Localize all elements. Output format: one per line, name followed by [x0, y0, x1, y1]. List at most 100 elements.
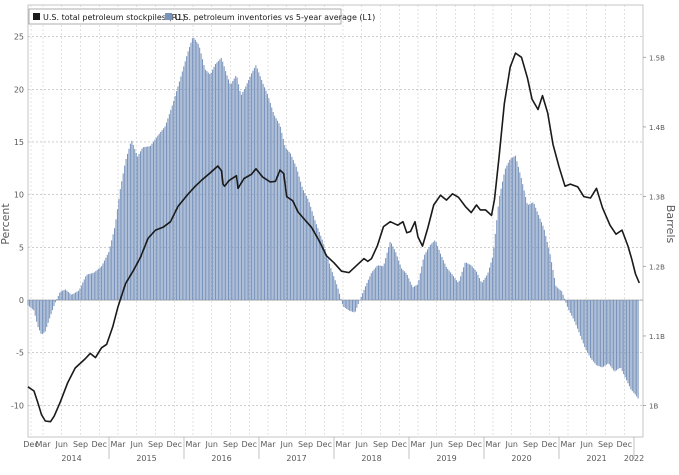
inventory-bar	[244, 89, 245, 300]
inventory-bar	[623, 300, 624, 374]
inventory-bar	[127, 154, 128, 300]
inventory-bar	[390, 242, 391, 300]
inventory-bar	[82, 283, 83, 301]
inventory-bar	[434, 240, 435, 300]
inventory-bar	[606, 300, 607, 365]
inventory-bar	[281, 133, 282, 300]
x-year-label: 2017	[286, 454, 306, 463]
inventory-bar	[201, 53, 202, 300]
y-tick-label: 25	[14, 33, 24, 42]
x-year-label: 2022	[624, 454, 644, 463]
inventory-bar	[540, 219, 541, 300]
inventory-bar	[361, 297, 362, 300]
inventory-bar	[490, 263, 491, 300]
inventory-bar	[313, 216, 314, 300]
inventory-bar	[570, 300, 571, 313]
inventory-bar	[92, 273, 93, 300]
x-month-label: Jun	[280, 440, 294, 449]
inventory-bar	[395, 252, 396, 300]
inventory-bar	[358, 300, 359, 304]
inventory-bar	[374, 269, 375, 300]
stockpiles-line	[28, 53, 639, 422]
inventory-bar	[242, 92, 243, 300]
inventory-bar	[147, 147, 148, 300]
inventory-bar	[563, 295, 564, 300]
inventory-bar	[521, 178, 522, 300]
inventory-bar	[456, 280, 457, 300]
inventory-bar	[53, 300, 54, 306]
x-month-label: Mar	[335, 440, 351, 449]
inventory-bar	[604, 300, 605, 366]
inventory-bar	[397, 256, 398, 300]
inventory-bar	[581, 300, 582, 340]
inventory-bar	[424, 255, 425, 300]
inventory-bar	[214, 67, 215, 300]
inventory-bar	[265, 91, 266, 300]
inventory-bar	[475, 270, 476, 300]
y-tick-label: 0	[19, 296, 24, 305]
inventory-bar	[591, 300, 592, 360]
inventory-bar	[525, 197, 526, 300]
inventory-bar	[325, 249, 326, 300]
y2-tick-label: 1.5B	[649, 54, 665, 62]
inventory-bar	[87, 275, 88, 300]
inventory-bar	[69, 293, 70, 300]
inventory-bar	[522, 184, 523, 300]
inventory-bar	[173, 101, 174, 300]
inventory-bar	[232, 81, 233, 300]
inventory-bar	[381, 266, 382, 300]
x-month-label: Mar	[485, 440, 501, 449]
inventory-bar	[567, 300, 568, 307]
inventory-bar	[205, 70, 206, 300]
inventory-bar	[433, 242, 434, 300]
inventory-bar	[597, 300, 598, 366]
x-year-label: 2020	[511, 454, 531, 463]
inventory-bar	[107, 255, 108, 300]
inventory-bar	[417, 285, 418, 300]
inventory-bar	[477, 275, 478, 300]
inventory-bar	[538, 215, 539, 300]
x-month-label: Sep	[73, 440, 88, 449]
inventory-bar	[55, 300, 56, 302]
inventory-bar	[568, 300, 569, 310]
inventory-bar	[515, 156, 516, 300]
inventory-bar	[619, 300, 620, 368]
inventory-bar	[410, 282, 411, 300]
legend-label-inventories: U.S. petroleum inventories vs 5-year ave…	[175, 13, 375, 22]
inventory-bar	[270, 103, 271, 300]
inventory-bar	[495, 234, 496, 300]
inventory-bar	[626, 300, 627, 380]
inventory-bar	[466, 263, 467, 300]
inventory-bar	[136, 153, 137, 300]
x-month-label: Sep	[523, 440, 538, 449]
inventory-bar	[550, 254, 551, 300]
inventory-bar	[330, 268, 331, 300]
x-month-label: Dec	[542, 440, 557, 449]
inventory-bar	[177, 86, 178, 300]
inventory-bar	[111, 240, 112, 300]
inventory-bar	[264, 87, 265, 300]
inventory-bar	[558, 289, 559, 300]
inventory-bar	[571, 300, 572, 316]
inventory-bar	[375, 268, 376, 300]
inventory-bar	[636, 300, 637, 396]
inventory-bar	[228, 79, 229, 300]
inventory-bar	[589, 300, 590, 355]
inventory-bar	[599, 300, 600, 366]
inventory-bar	[297, 172, 298, 301]
inventory-bar	[276, 118, 277, 300]
inventory-bar	[169, 114, 170, 300]
inventory-bar	[600, 300, 601, 367]
y2-tick-label: 1.1B	[649, 333, 665, 341]
inventory-bar	[126, 159, 127, 300]
inventory-bar	[215, 64, 216, 300]
inventory-bar	[555, 286, 556, 300]
inventory-bar	[286, 148, 287, 300]
inventory-bar	[98, 269, 99, 300]
inventory-bar	[65, 289, 66, 300]
inventory-bar	[299, 177, 300, 300]
inventory-bar	[349, 300, 350, 311]
inventory-bar	[303, 190, 304, 300]
inventory-bar	[46, 300, 47, 327]
